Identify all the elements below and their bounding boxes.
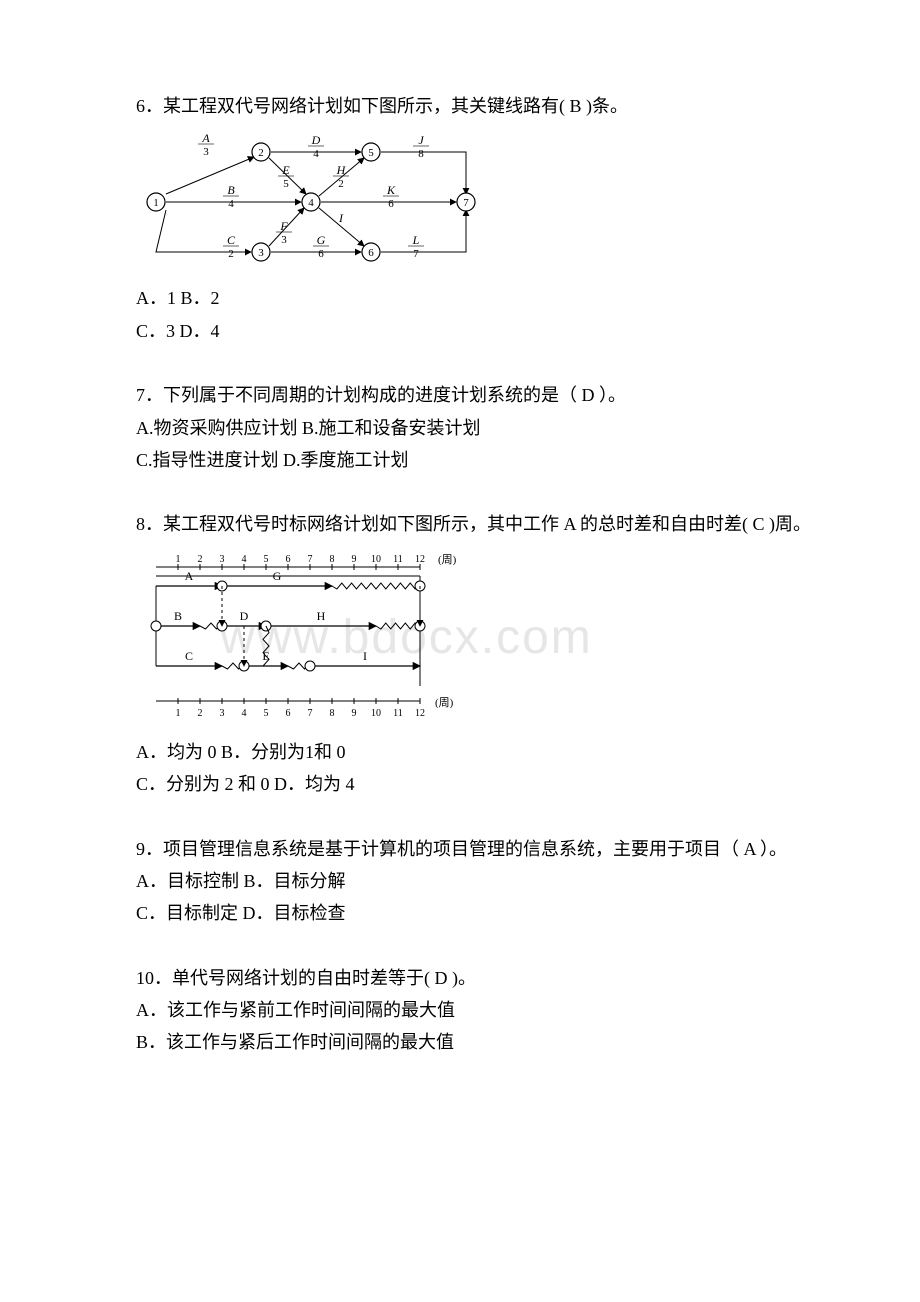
q10-option-b: B．该工作与紧后工作时间间隔的最大值 — [100, 1026, 820, 1058]
q6-diagram: A3B4C2D4E5F3G6H2IJ8K6L7 1234567 — [136, 132, 820, 272]
svg-text:3: 3 — [220, 708, 225, 719]
svg-text:4: 4 — [228, 198, 234, 210]
svg-text:1: 1 — [153, 197, 159, 209]
svg-text:I: I — [338, 211, 344, 225]
svg-text:7: 7 — [308, 554, 313, 565]
q8-option-ab: A．均为 0 B．分别为1和 0 — [100, 736, 820, 768]
svg-text:B: B — [174, 609, 182, 623]
svg-text:6: 6 — [286, 708, 291, 719]
svg-text:B: B — [227, 183, 235, 197]
svg-text:11: 11 — [393, 708, 403, 719]
q10-text: 10．单代号网络计划的自由时差等于( D )。 — [100, 962, 820, 994]
q6-text: 6．某工程双代号网络计划如下图所示，其关键线路有( B )条。 — [100, 90, 820, 122]
question-7: 7．下列属于不同周期的计划构成的进度计划系统的是（ D ）。 A.物资采购供应计… — [100, 379, 820, 476]
q10-option-a: A．该工作与紧前工作时间间隔的最大值 — [100, 994, 820, 1026]
svg-text:A: A — [201, 132, 210, 145]
svg-text:(周): (周) — [435, 696, 454, 709]
page-content: 6．某工程双代号网络计划如下图所示，其关键线路有( B )条。 A3B4C2D4… — [100, 90, 820, 1059]
svg-text:9: 9 — [352, 554, 357, 565]
q7-text: 7．下列属于不同周期的计划构成的进度计划系统的是（ D ）。 — [100, 379, 820, 411]
svg-text:6: 6 — [318, 248, 324, 260]
q8-text: 8．某工程双代号时标网络计划如下图所示，其中工作 A 的总时差和自由时差( C … — [100, 508, 820, 540]
svg-text:E: E — [281, 163, 290, 177]
svg-text:5: 5 — [283, 178, 289, 190]
svg-text:G: G — [273, 569, 282, 583]
svg-text:7: 7 — [308, 708, 313, 719]
svg-text:6: 6 — [388, 198, 394, 210]
svg-text:D: D — [311, 133, 321, 147]
svg-text:I: I — [363, 649, 367, 663]
svg-text:A: A — [185, 569, 194, 583]
svg-text:K: K — [386, 183, 396, 197]
svg-text:2: 2 — [338, 178, 344, 190]
svg-text:2: 2 — [198, 708, 203, 719]
svg-text:7: 7 — [413, 248, 419, 260]
q9-text: 9．项目管理信息系统是基于计算机的项目管理的信息系统，主要用于项目（ A ）。 — [100, 833, 820, 865]
svg-text:9: 9 — [352, 708, 357, 719]
q9-option-ab: A．目标控制 B．目标分解 — [100, 865, 820, 897]
svg-text:3: 3 — [203, 146, 209, 158]
svg-text:G: G — [317, 233, 326, 247]
svg-text:2: 2 — [228, 248, 234, 260]
svg-text:8: 8 — [418, 148, 424, 160]
q8-option-cd: C．分别为 2 和 0 D．均为 4 — [100, 768, 820, 800]
q6-option-ab: A．1 B．2 — [100, 282, 820, 314]
svg-text:5: 5 — [264, 554, 269, 565]
svg-text:3: 3 — [281, 234, 287, 246]
svg-text:2: 2 — [258, 147, 264, 159]
q7-option-ab: A.物资采购供应计划 B.施工和设备安装计划 — [100, 412, 820, 444]
svg-text:10: 10 — [371, 708, 381, 719]
svg-text:12: 12 — [415, 554, 425, 565]
svg-text:J: J — [418, 133, 424, 147]
svg-text:6: 6 — [286, 554, 291, 565]
question-6: 6．某工程双代号网络计划如下图所示，其关键线路有( B )条。 A3B4C2D4… — [100, 90, 820, 347]
q9-option-cd: C．目标制定 D．目标检查 — [100, 897, 820, 929]
svg-text:4: 4 — [308, 197, 314, 209]
svg-text:1: 1 — [176, 554, 181, 565]
q8-diagram: 123456789101112(周) AGBDHCEI 123456789101… — [136, 551, 820, 726]
svg-text:D: D — [240, 609, 249, 623]
svg-text:7: 7 — [463, 197, 469, 209]
svg-text:4: 4 — [313, 148, 319, 160]
svg-text:L: L — [412, 233, 420, 247]
svg-text:C: C — [185, 649, 193, 663]
svg-text:12: 12 — [415, 708, 425, 719]
svg-text:10: 10 — [371, 554, 381, 565]
svg-text:5: 5 — [368, 147, 374, 159]
svg-text:H: H — [336, 163, 347, 177]
svg-text:2: 2 — [198, 554, 203, 565]
svg-text:(周): (周) — [438, 553, 456, 566]
svg-text:8: 8 — [330, 708, 335, 719]
svg-text:5: 5 — [264, 708, 269, 719]
svg-text:3: 3 — [220, 554, 225, 565]
svg-text:C: C — [227, 233, 236, 247]
svg-text:6: 6 — [368, 247, 374, 259]
svg-text:4: 4 — [242, 554, 247, 565]
svg-text:11: 11 — [393, 554, 403, 565]
question-10: 10．单代号网络计划的自由时差等于( D )。 A．该工作与紧前工作时间间隔的最… — [100, 962, 820, 1059]
svg-text:H: H — [317, 609, 326, 623]
question-9: 9．项目管理信息系统是基于计算机的项目管理的信息系统，主要用于项目（ A ）。 … — [100, 833, 820, 930]
svg-text:1: 1 — [176, 708, 181, 719]
q6-option-cd: C．3 D．4 — [100, 315, 820, 347]
q7-option-cd: C.指导性进度计划 D.季度施工计划 — [100, 444, 820, 476]
svg-text:4: 4 — [242, 708, 247, 719]
svg-text:F: F — [279, 219, 288, 233]
question-8: 8．某工程双代号时标网络计划如下图所示，其中工作 A 的总时差和自由时差( C … — [100, 508, 820, 800]
svg-text:8: 8 — [330, 554, 335, 565]
svg-text:3: 3 — [258, 247, 264, 259]
